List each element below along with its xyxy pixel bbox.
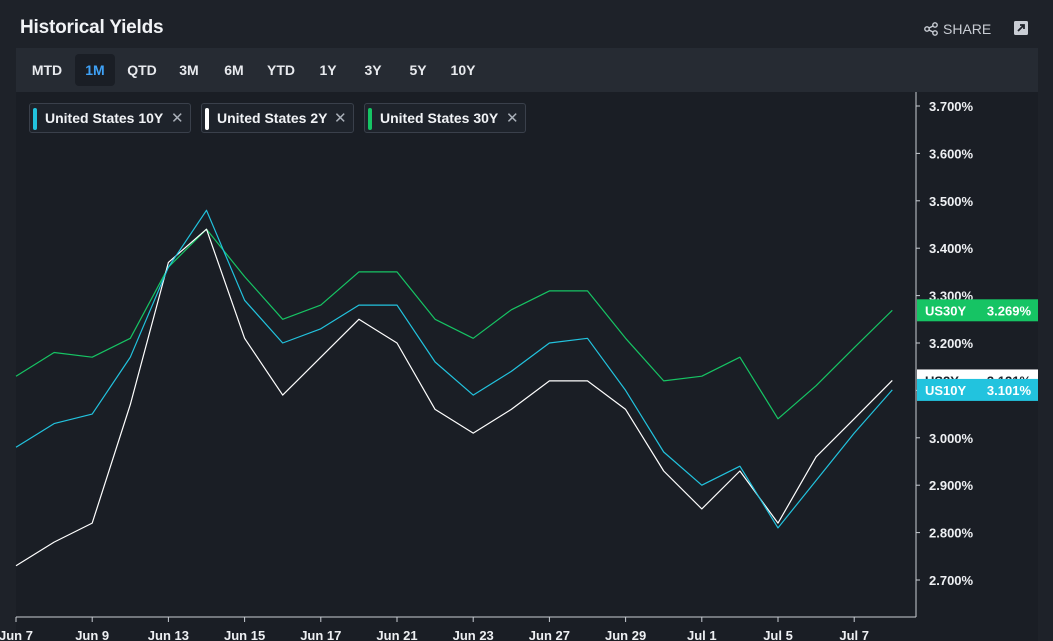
y-tick-label: 3.600% [929, 146, 974, 161]
close-icon[interactable]: ✕ [334, 110, 347, 127]
range-1y[interactable]: 1Y [319, 62, 337, 78]
range-5y[interactable]: 5Y [409, 62, 427, 78]
left-edge [0, 0, 16, 641]
x-tick-label: Jul 7 [839, 628, 869, 641]
y-tick-label: 3.200% [929, 336, 974, 351]
range-selector: MTD 1M QTD 3M 6M YTD 1Y 3Y 5Y 10Y [16, 48, 1038, 92]
series-line-us30y [15, 228, 893, 420]
chip-color-bar [368, 108, 372, 130]
range-3y[interactable]: 3Y [364, 62, 382, 78]
close-icon[interactable]: ✕ [171, 110, 184, 127]
chip-color-bar [33, 108, 37, 130]
chip-label: United States 10Y [45, 110, 164, 126]
x-tick-label: Jul 5 [763, 628, 793, 641]
x-tick-label: Jun 27 [529, 628, 570, 641]
x-tick-label: Jun 9 [75, 628, 109, 641]
x-tick-label: Jun 13 [148, 628, 189, 641]
x-tick-label: Jul 1 [687, 628, 717, 641]
tag-value: 3.269% [987, 303, 1032, 318]
range-6m[interactable]: 6M [224, 62, 244, 78]
series-line-us2y [15, 228, 893, 567]
page-title: Historical Yields [20, 17, 164, 38]
tag-value: 3.101% [987, 383, 1032, 398]
series-line-us10y [15, 209, 893, 529]
range-10y[interactable]: 10Y [450, 62, 476, 78]
y-tick-label: 3.500% [929, 194, 974, 209]
close-icon[interactable]: ✕ [506, 110, 519, 127]
share-button[interactable]: SHARE [924, 21, 991, 37]
y-tick-label: 3.700% [929, 99, 974, 114]
tag-background [917, 378, 1038, 401]
popout-icon[interactable] [1013, 20, 1029, 36]
chip-us30y[interactable]: United States 30Y ✕ [364, 103, 526, 133]
y-tick-label: 2.700% [929, 573, 974, 588]
x-tick-label: Jun 7 [0, 628, 33, 641]
chip-us10y[interactable]: United States 10Y ✕ [29, 103, 191, 133]
chip-color-bar [205, 108, 209, 130]
tag-series-name: US10Y [925, 383, 967, 398]
range-3m[interactable]: 3M [179, 62, 199, 78]
y-tick-label: 2.900% [929, 478, 974, 493]
range-1m[interactable]: 1M [75, 54, 115, 86]
tag-series-name: US30Y [925, 303, 967, 318]
chart-pane [16, 92, 1038, 641]
range-mtd[interactable]: MTD [31, 62, 63, 78]
tag-background [917, 299, 1038, 322]
x-tick-label: Jun 29 [605, 628, 646, 641]
header: Historical Yields SHARE [0, 0, 1053, 48]
chip-label: United States 30Y [380, 110, 499, 126]
range-ytd[interactable]: YTD [267, 62, 295, 78]
range-qtd[interactable]: QTD [127, 62, 157, 78]
x-tick-label: Jun 17 [300, 628, 341, 641]
share-label: SHARE [943, 21, 992, 37]
last-value-tag-us30y: US30Y 3.269% [917, 299, 1038, 322]
x-tick-label: Jun 21 [376, 628, 417, 641]
y-tick-label: 3.000% [929, 431, 974, 446]
x-tick-label: Jun 23 [453, 628, 494, 641]
last-value-tag-us10y: US10Y 3.101% [917, 378, 1038, 401]
y-tick-label: 2.800% [929, 526, 974, 541]
x-tick-label: Jun 15 [224, 628, 265, 641]
chip-us2y[interactable]: United States 2Y ✕ [201, 103, 354, 133]
share-icon [924, 22, 938, 36]
y-tick-label: 3.400% [929, 241, 974, 256]
chip-label: United States 2Y [217, 110, 328, 126]
